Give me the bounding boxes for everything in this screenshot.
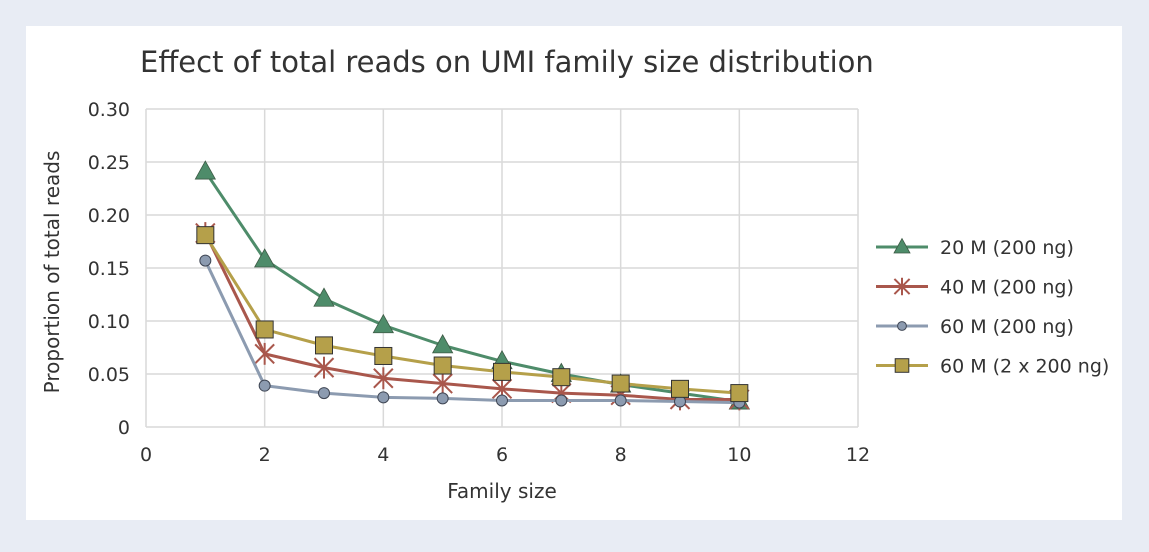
data-point xyxy=(374,346,393,365)
legend-label: 40 M (200 ng) xyxy=(940,277,1074,299)
data-point xyxy=(614,394,627,407)
legend-label: 60 M (200 ng) xyxy=(940,316,1074,338)
data-point xyxy=(377,391,390,404)
y-tick-label: 0.15 xyxy=(88,258,130,280)
x-tick-label: 0 xyxy=(140,444,152,466)
data-point xyxy=(431,334,454,354)
legend-label: 20 M (200 ng) xyxy=(940,237,1074,259)
data-point xyxy=(255,320,274,339)
legend-item: 60 M (2 x 200 ng) xyxy=(876,356,1109,378)
x-tick-label: 10 xyxy=(727,444,751,466)
series-4 xyxy=(196,226,749,403)
y-tick-label: 0.25 xyxy=(88,152,130,174)
legend-item: 60 M (200 ng) xyxy=(876,316,1074,338)
data-point xyxy=(555,394,568,407)
chart-title: Effect of total reads on UMI family size… xyxy=(140,45,874,79)
x-tick-label: 4 xyxy=(377,444,389,466)
data-point xyxy=(194,160,217,180)
data-point xyxy=(552,368,571,387)
legend-item: 20 M (200 ng) xyxy=(876,237,1074,259)
x-tick-label: 12 xyxy=(846,444,870,466)
x-tick-label: 8 xyxy=(615,444,627,466)
data-point xyxy=(196,226,215,245)
data-point xyxy=(730,384,749,403)
series-line xyxy=(203,259,740,405)
data-point xyxy=(258,379,271,392)
legend: 20 M (200 ng) 40 M (200 ng) 60 M (200 ng) 6… xyxy=(876,237,1109,378)
y-axis-label: Proportion of total reads xyxy=(40,151,64,394)
legend-label: 60 M (2 x 200 ng) xyxy=(940,356,1109,378)
data-point xyxy=(313,287,335,307)
series-3 xyxy=(199,254,746,409)
data-point xyxy=(315,336,333,355)
series-1 xyxy=(194,160,751,410)
y-axis-ticks: 0 0.05 0.10 0.15 0.20 0.25 0.30 xyxy=(88,99,130,439)
legend-item: 40 M (200 ng) xyxy=(876,277,1074,299)
series-2 xyxy=(195,222,750,411)
y-tick-label: 0 xyxy=(118,417,130,439)
data-point xyxy=(671,379,689,398)
y-tick-label: 0.05 xyxy=(88,364,130,386)
legend-marker xyxy=(894,358,910,373)
data-point xyxy=(496,394,508,407)
data-point xyxy=(372,313,395,334)
data-point xyxy=(373,367,394,390)
data-point xyxy=(611,374,630,393)
legend-marker xyxy=(893,237,911,254)
data-point xyxy=(313,356,335,379)
data-point xyxy=(318,387,330,400)
x-axis-label: Family size xyxy=(447,479,557,503)
data-point xyxy=(253,248,276,268)
legend-marker xyxy=(893,277,911,296)
x-axis-ticks: 0 2 4 6 8 10 12 xyxy=(140,444,870,466)
data-point xyxy=(254,342,275,365)
legend-marker xyxy=(897,321,907,331)
data-point xyxy=(436,392,449,405)
series-line xyxy=(204,234,740,395)
y-tick-label: 0.30 xyxy=(88,99,130,121)
series-line xyxy=(203,232,740,401)
x-tick-label: 6 xyxy=(496,444,508,466)
data-point xyxy=(493,362,511,381)
y-tick-label: 0.20 xyxy=(88,205,130,227)
data-point xyxy=(199,254,212,267)
data-point xyxy=(432,372,453,395)
x-tick-label: 2 xyxy=(259,444,271,466)
y-tick-label: 0.10 xyxy=(88,311,130,333)
series-line xyxy=(204,170,740,404)
series-layer xyxy=(194,160,751,411)
data-point xyxy=(433,356,452,375)
